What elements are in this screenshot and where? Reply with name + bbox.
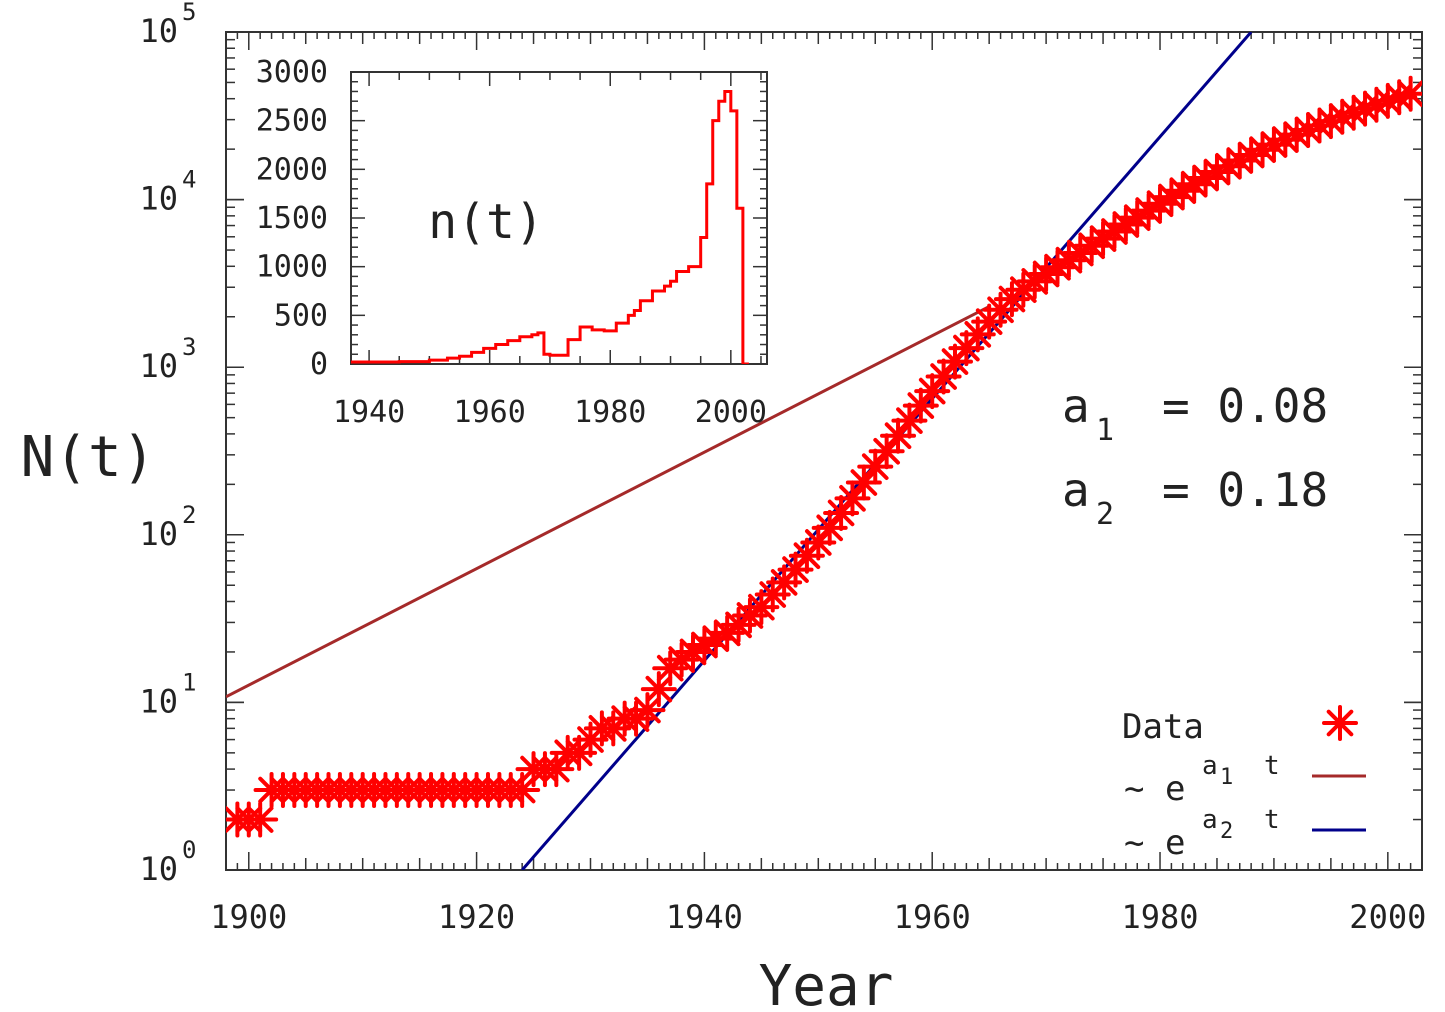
y-tick-label-exp: 2: [182, 501, 196, 529]
y-tick-label-exp: 1: [182, 668, 196, 696]
inset-y-tick-label: 500: [274, 298, 328, 333]
y-tick-label-base: 10: [139, 347, 178, 385]
legend: Data ~ e a 1 t ~ e a 2 t: [1122, 705, 1366, 863]
inset-title: n(t): [428, 194, 544, 250]
inset-tick-marks: [351, 71, 767, 365]
x-tick-label: 1920: [438, 898, 515, 936]
x-tick-label: 1940: [666, 898, 743, 936]
inset-x-tick-labels: 1940 1960 1980 2000: [333, 395, 767, 430]
legend-label-fit1-t: t: [1264, 751, 1280, 781]
data-point: [1210, 148, 1247, 185]
inset-x-tick-label: 1980: [574, 395, 646, 430]
legend-label-fit1-a: a: [1202, 751, 1218, 781]
y-tick-label: 10 3: [139, 333, 196, 385]
x-tick-label: 2000: [1349, 898, 1426, 936]
y-axis-title: N(t): [21, 425, 156, 490]
y-tick-label-base: 10: [139, 682, 178, 720]
annotation-a2-base: a: [1062, 463, 1090, 517]
inset-x-tick-label: 1960: [454, 395, 526, 430]
y-tick-label: 10 1: [139, 668, 196, 720]
annotation-a1-value: = 0.08: [1162, 379, 1328, 433]
inset-plot-frame: [350, 71, 768, 365]
data-markers: [226, 75, 1422, 838]
inset-y-tick-label: 0: [310, 347, 328, 382]
x-tick-label: 1980: [1121, 898, 1198, 936]
fit-line-1: [226, 305, 990, 699]
annotation-a1-sub: 1: [1096, 413, 1114, 448]
inset-x-tick-label: 2000: [695, 395, 767, 430]
legend-marker-data: [1322, 705, 1358, 741]
y-tick-label-exp: 5: [182, 0, 196, 26]
y-tick-label-exp: 4: [182, 166, 196, 194]
inset-step-line: [351, 89, 749, 364]
data-point: [811, 509, 848, 546]
annotation-a2: a 2 = 0.18: [1062, 463, 1328, 532]
x-tick-labels: 1900 1920 1940 1960 1980 2000: [210, 898, 1426, 936]
x-tick-label: 1900: [210, 898, 287, 936]
legend-marker-asterisk: [1322, 705, 1358, 741]
legend-label-fit1-prefix: ~ e: [1124, 769, 1185, 809]
annotation-a1-base: a: [1062, 379, 1090, 433]
main-tick-marks: [225, 31, 1423, 871]
legend-label-fit2-prefix: ~ e: [1124, 823, 1185, 863]
inset-y-tick-label: 3000: [256, 55, 328, 90]
y-tick-label-base: 10: [139, 180, 178, 218]
y-tick-label: 10 2: [139, 501, 196, 553]
x-axis-title: Year: [759, 954, 894, 1012]
data-point: [1392, 75, 1422, 112]
y-tick-label-exp: 3: [182, 333, 196, 361]
y-tick-label-base: 10: [139, 515, 178, 553]
inset-x-tick-label: 1940: [333, 395, 405, 430]
x-tick-label: 1960: [894, 898, 971, 936]
data-point: [242, 801, 279, 838]
inset-y-tick-label: 2500: [256, 104, 328, 139]
annotation-a2-sub: 2: [1096, 497, 1114, 532]
annotation-a2-value: = 0.18: [1162, 463, 1328, 517]
legend-label-fit2-a: a: [1202, 805, 1218, 835]
legend-label-data: Data: [1122, 707, 1204, 747]
y-tick-label-exp: 0: [182, 836, 196, 864]
annotation-a1: a 1 = 0.08: [1062, 379, 1328, 448]
inset-y-tick-label: 1000: [256, 250, 328, 285]
y-tick-label: 10 0: [139, 836, 196, 888]
inset-y-tick-label: 1500: [256, 201, 328, 236]
y-tick-label-base: 10: [139, 12, 178, 50]
y-tick-label: 10 5: [139, 0, 196, 50]
y-tick-label: 10 4: [139, 166, 196, 218]
inset-y-tick-label: 2000: [256, 152, 328, 187]
y-tick-label-base: 10: [139, 850, 178, 888]
legend-label-fit2-sub: 2: [1220, 819, 1233, 844]
legend-label-fit1-sub: 1: [1220, 765, 1233, 790]
legend-label-fit2-t: t: [1264, 805, 1280, 835]
inset-y-tick-labels: 0 500 1000 1500 2000 2500 3000: [256, 55, 328, 382]
